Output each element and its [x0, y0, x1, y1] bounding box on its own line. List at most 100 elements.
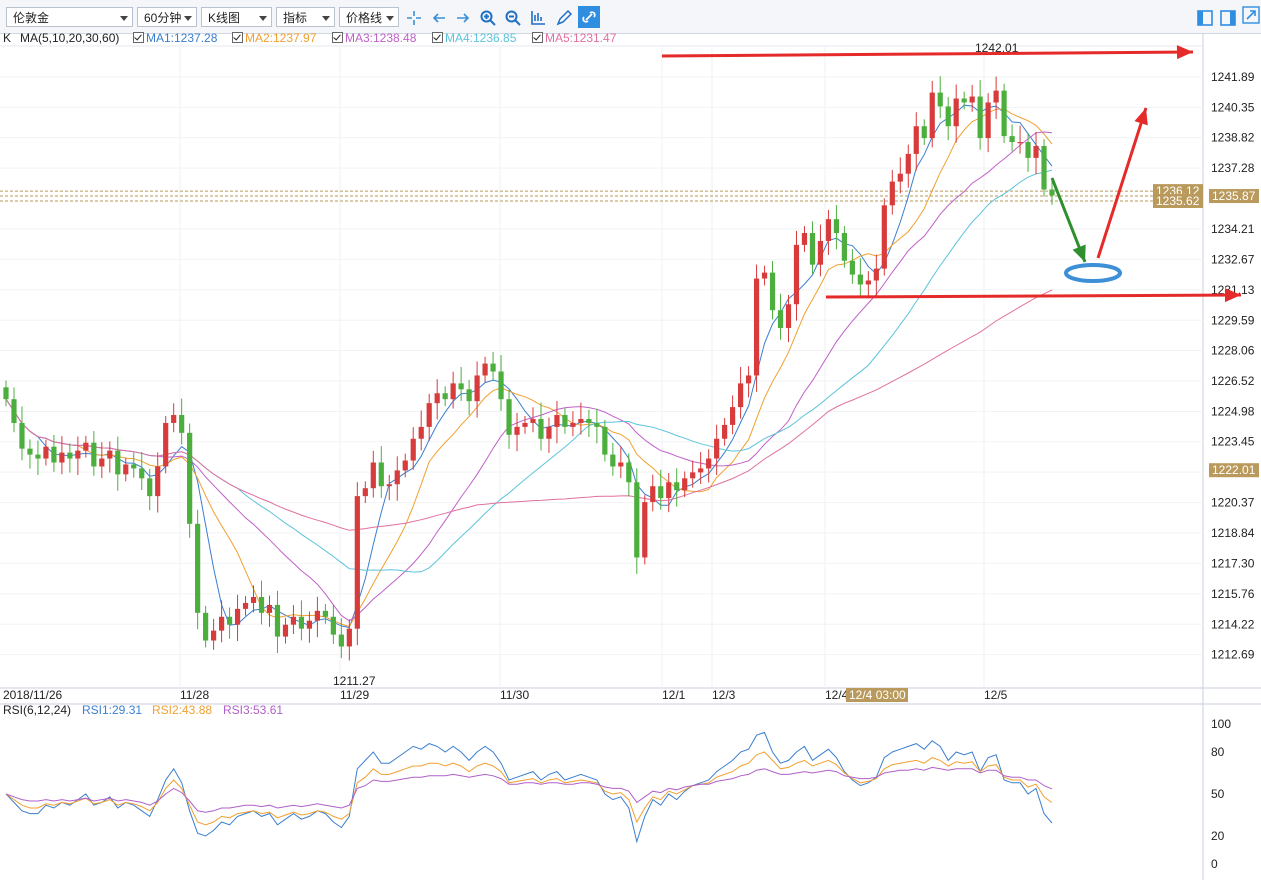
candle-body — [171, 415, 177, 423]
candle-body — [841, 233, 847, 261]
zoom-out-icon[interactable] — [504, 9, 522, 27]
ma4-value: MA4:1236.85 — [445, 31, 517, 45]
period-select-value: 60分钟 — [144, 11, 182, 25]
candle-body — [666, 482, 672, 499]
price-tick-label: 1240.35 — [1211, 100, 1255, 114]
arrow-right-icon[interactable] — [454, 9, 472, 27]
candle-body — [562, 415, 568, 427]
price-line-select[interactable]: 价格线 — [339, 7, 399, 27]
candle-body — [322, 610, 328, 617]
chevron-down-icon — [184, 16, 192, 21]
candle-body — [306, 620, 313, 629]
candle-body — [123, 464, 129, 475]
candle-body — [777, 310, 784, 328]
symbol-select[interactable]: 伦敦金 — [6, 7, 133, 27]
rsi1-line — [5, 731, 1053, 844]
candle-body — [442, 393, 448, 400]
candle-body — [905, 153, 911, 174]
crosshair-icon[interactable] — [405, 9, 423, 27]
candle-body — [530, 418, 536, 423]
candle-body — [761, 272, 768, 279]
candle-body — [722, 424, 728, 439]
symbol-select-value: 伦敦金 — [13, 11, 50, 25]
decline-arrow — [1050, 177, 1087, 263]
split-right-icon[interactable] — [1219, 9, 1237, 27]
arrow-left-icon[interactable] — [430, 9, 448, 27]
price-tick-label: 1220.37 — [1211, 496, 1255, 510]
candle-body — [99, 458, 105, 467]
ma3-value: MA3:1238.48 — [345, 31, 417, 45]
candle-body — [282, 624, 289, 637]
link-icon[interactable] — [578, 6, 600, 28]
candle-body — [706, 458, 712, 469]
price-tag-label: 1235.87 — [1212, 189, 1256, 203]
candle-body — [218, 616, 225, 631]
candle-body — [857, 274, 863, 285]
checkbox-icon[interactable] — [332, 32, 343, 43]
price-tick-label: 1215.76 — [1211, 587, 1255, 601]
price-tick-label: 1226.52 — [1211, 374, 1255, 388]
candle-body — [1041, 145, 1047, 190]
candle-body — [546, 426, 552, 439]
price-tick-label: 1231.13 — [1211, 283, 1255, 297]
candle-body — [434, 393, 440, 404]
candle-body — [179, 415, 185, 433]
candle-body — [362, 488, 368, 497]
price-tag — [1153, 193, 1203, 208]
indicator-select[interactable]: 指标 — [276, 7, 335, 27]
pencil-icon[interactable] — [555, 9, 573, 27]
candle-body — [849, 260, 855, 275]
price-tick-label: 1212.69 — [1211, 648, 1255, 662]
resistance-arrow-head — [1176, 45, 1193, 60]
candle-body — [522, 422, 528, 427]
expand-icon[interactable] — [1242, 6, 1260, 24]
candle-body — [769, 272, 776, 311]
time-tick-label: 12/3 — [712, 688, 736, 702]
support-arrow — [825, 293, 1242, 299]
candle-body — [107, 450, 113, 459]
candle-body — [690, 472, 696, 479]
ma1-toggle[interactable]: MA1:1237.28 — [133, 31, 217, 45]
ma5-toggle[interactable]: MA5:1231.47 — [532, 31, 616, 45]
candle-body — [730, 407, 736, 425]
price-tick-label: 1228.06 — [1211, 344, 1255, 358]
candle-body — [921, 126, 927, 139]
candle-body — [242, 602, 249, 609]
checkbox-icon[interactable] — [133, 32, 144, 43]
price-tick-label: 1218.84 — [1211, 526, 1255, 540]
period-select[interactable]: 60分钟 — [137, 7, 197, 27]
checkbox-icon[interactable] — [532, 32, 543, 43]
rsi-tick-label: 100 — [1211, 717, 1231, 731]
chevron-down-icon — [120, 16, 128, 21]
price-tag — [1209, 189, 1259, 204]
candle-body — [586, 418, 592, 423]
high-price-label: 1242.01 — [975, 41, 1019, 55]
split-left-icon[interactable] — [1196, 9, 1214, 27]
rsi2-line — [5, 751, 1053, 826]
candle-body — [969, 96, 975, 103]
ma3-toggle[interactable]: MA3:1238.48 — [332, 31, 416, 45]
measure-icon[interactable] — [529, 9, 547, 27]
candle-body — [83, 442, 89, 451]
ma4-toggle[interactable]: MA4:1236.85 — [432, 31, 516, 45]
candle-body — [59, 452, 65, 463]
chart-type-select[interactable]: K线图 — [201, 7, 272, 27]
checkbox-icon[interactable] — [432, 32, 443, 43]
crosshair-time-tag — [846, 688, 908, 702]
ma2-toggle[interactable]: MA2:1237.97 — [232, 31, 316, 45]
candle-body — [298, 616, 305, 629]
zoom-in-icon[interactable] — [479, 9, 497, 27]
candle-body — [274, 604, 281, 637]
candle-body — [115, 450, 121, 475]
time-tick-label: 11/28 — [180, 688, 209, 702]
candle-body — [865, 280, 871, 285]
candle-body — [1033, 145, 1039, 158]
candle-body — [75, 450, 81, 459]
time-tick-label: 12/1 — [662, 688, 686, 702]
candle-body — [650, 486, 656, 503]
checkbox-icon[interactable] — [232, 32, 243, 43]
chart-type-select-value: K线图 — [208, 11, 241, 25]
candle-body — [394, 470, 400, 485]
candle-body — [889, 181, 895, 206]
candle-body — [211, 630, 217, 641]
